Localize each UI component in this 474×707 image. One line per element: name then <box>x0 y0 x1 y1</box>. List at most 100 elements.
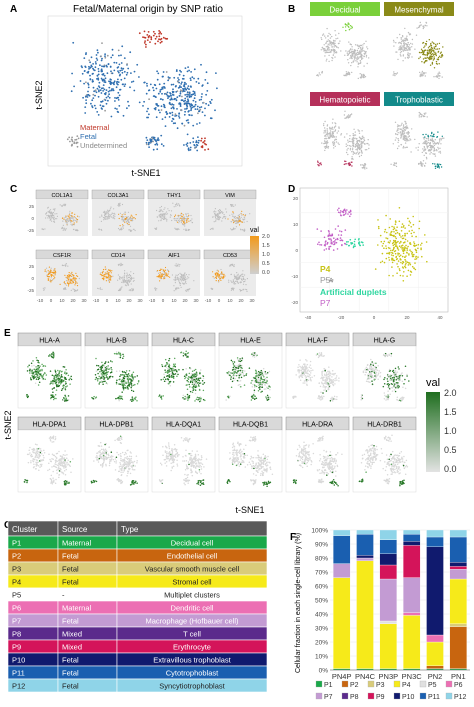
x-tick-label: 20 <box>238 298 244 303</box>
cell-point <box>35 370 38 373</box>
cell-point <box>31 369 33 372</box>
cell-point <box>410 42 412 45</box>
cell-point <box>390 249 392 252</box>
cell-point <box>404 39 406 42</box>
cell-point <box>354 55 356 58</box>
cell-point <box>396 245 398 247</box>
cell-point <box>393 73 395 75</box>
cell-point <box>399 54 401 56</box>
cell-point <box>431 139 434 141</box>
cell-point <box>431 53 434 55</box>
cell-point <box>246 289 248 291</box>
cell-point <box>32 373 34 375</box>
cell-point <box>81 72 84 75</box>
cell-point <box>104 213 107 215</box>
cell-point <box>433 133 435 136</box>
cell-point <box>53 216 55 218</box>
cell-point <box>186 101 188 103</box>
cell-point <box>182 214 184 216</box>
cell-point <box>424 113 426 116</box>
cell-point <box>174 280 176 282</box>
cell-point <box>62 224 64 226</box>
cell-point <box>353 152 356 154</box>
cell-point <box>117 396 119 399</box>
cell-point <box>425 22 428 24</box>
cell-point <box>169 77 171 79</box>
cell-point <box>108 281 111 283</box>
cell-point <box>54 277 56 279</box>
cell-point <box>398 47 400 49</box>
cell-point <box>189 381 192 384</box>
cell-point <box>389 247 391 250</box>
cell-point <box>218 216 220 219</box>
cell-point <box>233 372 235 375</box>
cell-point <box>41 363 43 366</box>
cell-point <box>93 395 95 398</box>
cell-point <box>431 41 433 43</box>
cell-point <box>157 275 159 277</box>
cell-point <box>166 362 168 364</box>
cell-point <box>425 144 428 146</box>
cell-point <box>411 253 413 255</box>
cell-point <box>341 244 343 247</box>
cell-point <box>157 270 159 272</box>
cell-point <box>110 366 112 369</box>
cell-point <box>232 288 234 290</box>
cell-point <box>162 269 164 271</box>
cell-point <box>235 219 237 221</box>
cell-point <box>261 370 264 373</box>
cell-point <box>345 71 348 73</box>
cell-point <box>108 275 110 278</box>
cell-point <box>429 64 432 66</box>
cell-point <box>68 216 70 218</box>
cell-point <box>186 142 189 145</box>
cell-point <box>392 143 394 145</box>
cell-point <box>37 369 40 371</box>
cell-point <box>361 152 363 154</box>
cell-point <box>437 131 439 133</box>
cell-point <box>234 220 237 222</box>
cell-point <box>174 122 177 125</box>
cell-point <box>116 108 118 110</box>
cell-point <box>50 380 52 383</box>
cell-point <box>350 54 352 57</box>
cell-point <box>422 160 425 162</box>
cell-point <box>124 279 126 281</box>
cell-point <box>92 86 95 89</box>
cell-point <box>47 217 49 219</box>
cell-point <box>216 218 218 220</box>
cell-point <box>185 213 187 215</box>
panel-d-legend-p4: P4 <box>320 264 331 274</box>
cell-point <box>125 220 127 222</box>
cell-point <box>124 270 126 272</box>
cell-point <box>437 56 440 59</box>
cell-point <box>144 36 147 39</box>
cell-point <box>413 253 415 256</box>
cell-point <box>352 145 354 147</box>
cell-point <box>240 376 243 379</box>
cell-point <box>215 72 217 74</box>
cell-point <box>408 135 410 137</box>
cell-point <box>115 62 118 64</box>
cell-point <box>324 48 326 50</box>
cell-point <box>182 283 185 285</box>
cell-point <box>48 266 51 268</box>
cell-point <box>119 202 121 204</box>
cell-point <box>398 42 400 44</box>
cell-point <box>233 265 235 268</box>
cell-point <box>67 219 69 222</box>
cell-point <box>331 133 333 135</box>
cell-point <box>394 239 397 242</box>
cell-point <box>358 152 360 155</box>
cell-point <box>110 272 112 274</box>
cell-point <box>215 280 217 282</box>
cell-point <box>102 364 105 366</box>
cell-point <box>133 272 135 275</box>
cell-point <box>89 66 92 69</box>
cell-point <box>352 52 355 54</box>
cell-point <box>437 148 440 150</box>
cell-point <box>94 61 97 63</box>
cell-point <box>423 138 425 140</box>
cell-point <box>353 128 355 130</box>
cell-point <box>133 70 136 73</box>
